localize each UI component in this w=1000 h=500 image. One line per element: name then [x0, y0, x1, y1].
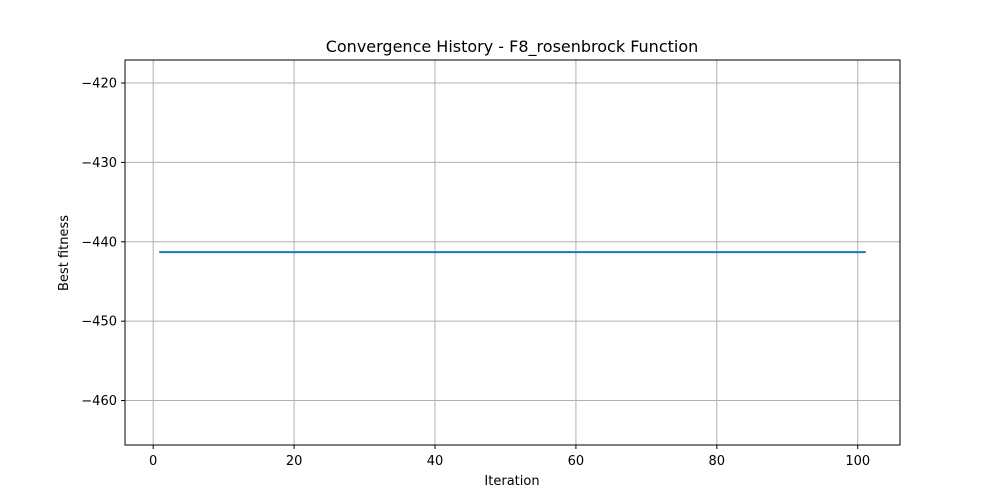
y-tick-label: −450 [81, 315, 117, 330]
chart-title: Convergence History - F8_rosenbrock Func… [326, 37, 699, 57]
x-tick-label: 60 [568, 454, 585, 469]
x-tick-label: 100 [845, 454, 870, 469]
plot-frame [124, 59, 901, 446]
x-tick-label: 0 [149, 454, 157, 469]
x-axis-label: Iteration [484, 474, 539, 489]
x-tick-label: 40 [427, 454, 444, 469]
y-tick-label: −440 [81, 235, 117, 250]
y-tick-label: −420 [81, 77, 117, 92]
x-tick-label: 20 [286, 454, 303, 469]
y-axis-label: Best fitness [57, 215, 72, 291]
x-tick-label: 80 [709, 454, 726, 469]
y-tick-label: −460 [81, 394, 117, 409]
y-tick-label: −430 [81, 156, 117, 171]
ticks: 0 20 40 60 80 100 −420 −430 −440 −450 −460 [81, 77, 870, 469]
